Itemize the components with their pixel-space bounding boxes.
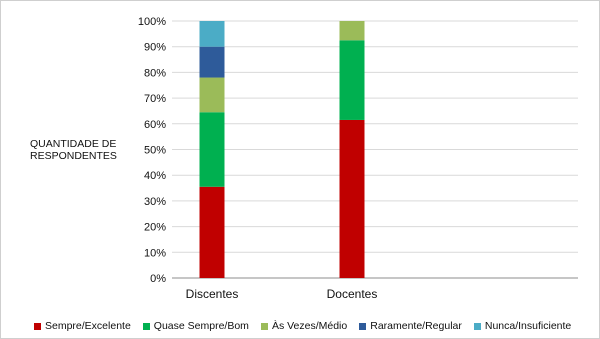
y-tick-label: 90% [144,42,166,54]
legend-label: Nunca/Insuficiente [484,320,572,332]
bar-segment [199,77,225,113]
gridlines [172,20,578,279]
bar-segment [199,186,225,278]
legend-swatch [359,322,367,330]
y-tick-label: 0% [150,273,166,285]
y-tick-label: 30% [144,196,166,208]
legend-item: Quase Sempre/Bom [142,320,249,332]
y-tick-label: 60% [144,119,166,131]
y-tick-label: 70% [144,93,166,105]
x-tick-label: Docentes [327,287,378,301]
y-axis-title: QUANTIDADE DE RESPONDENTES [30,138,117,162]
bar-segment [199,21,225,47]
bar-segment [339,119,365,278]
y-tick-label: 40% [144,170,166,182]
legend-item: Nunca/Insuficiente [473,320,572,332]
legend-swatch [260,322,268,330]
legend-item: Às Vezes/Médio [260,320,348,332]
bar-segment [199,46,225,78]
y-tick-label: 50% [144,145,166,157]
legend-label: Quase Sempre/Bom [153,320,249,332]
legend-label: Sempre/Excelente [45,320,131,332]
x-tick-labels: Discentes Docentes [186,287,378,301]
y-tick-label: 20% [144,222,166,234]
legend-swatch [473,322,481,330]
legend-item: Sempre/Excelente [34,320,131,332]
legend-swatch [142,322,150,330]
legend-label: Às Vezes/Médio [271,320,348,332]
y-tick-labels: 0% 10% 20% 30% 40% 50% 60% 70% 80% 90% 100% [138,16,166,285]
legend-swatch [34,322,41,330]
bar-segment [339,21,365,41]
y-tick-label: 100% [138,16,166,28]
bars [199,21,365,278]
y-tick-label: 80% [144,67,166,79]
legend-label: Raramente/Regular [370,320,462,332]
legend: Sempre/Excelente Quase Sempre/Bom Às Vezes… [34,318,594,334]
bar-segment [339,40,365,120]
y-tick-label: 10% [144,247,166,259]
x-tick-label: Discentes [186,287,239,301]
bar-segment [199,112,225,187]
legend-item: Raramente/Regular [359,320,462,332]
